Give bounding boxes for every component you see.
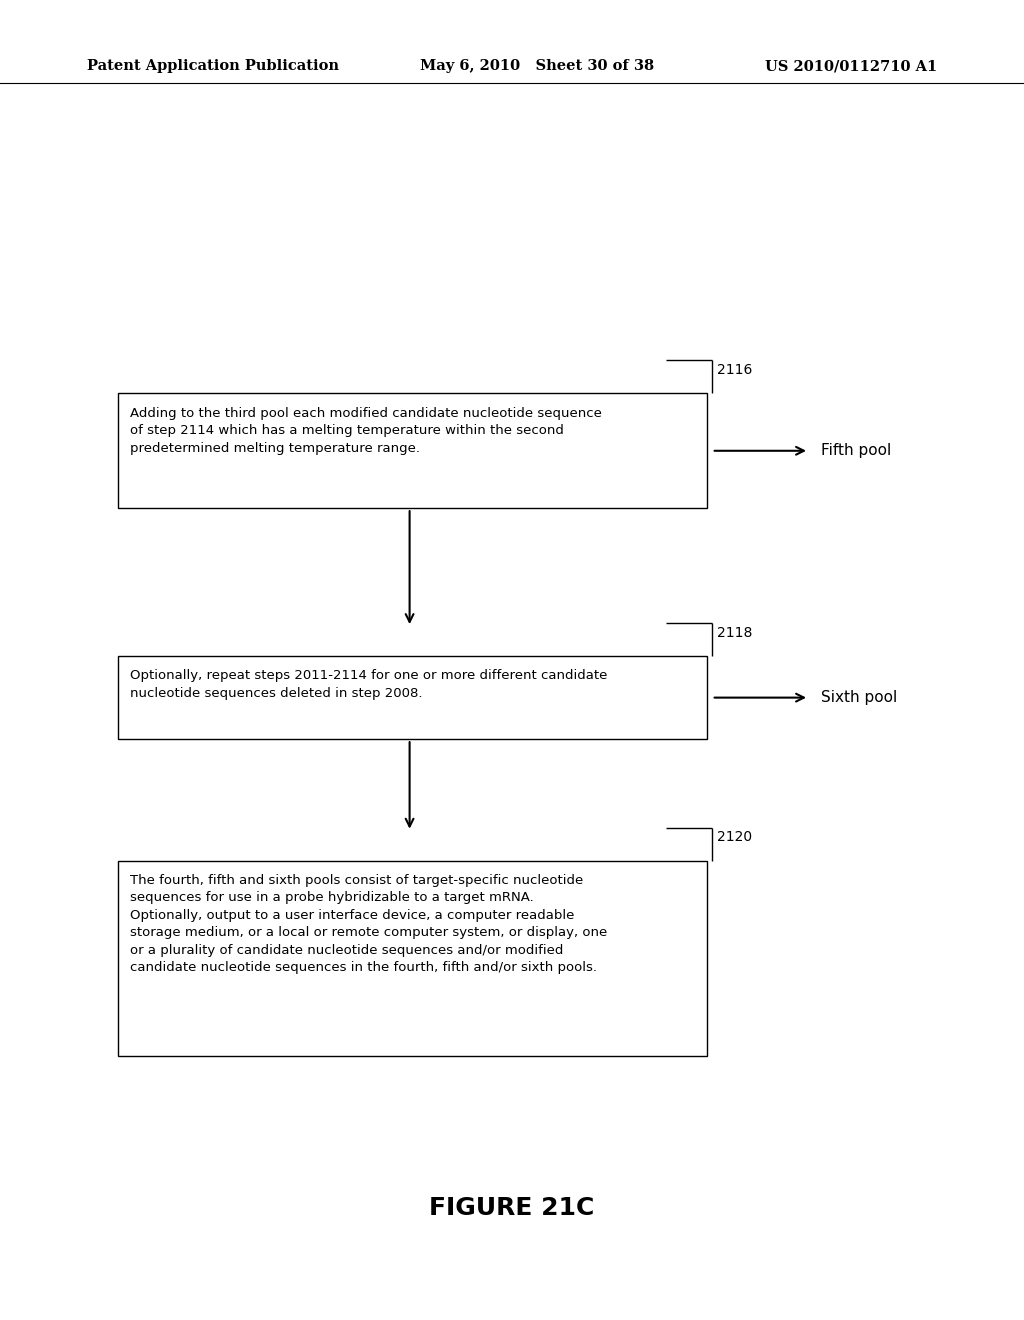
Text: May 6, 2010   Sheet 30 of 38: May 6, 2010 Sheet 30 of 38 — [420, 59, 654, 74]
Text: FIGURE 21C: FIGURE 21C — [429, 1196, 595, 1220]
Text: The fourth, fifth and sixth pools consist of target-specific nucleotide
sequence: The fourth, fifth and sixth pools consis… — [130, 874, 607, 974]
Text: Patent Application Publication: Patent Application Publication — [87, 59, 339, 74]
Text: Optionally, repeat steps 2011-2114 for one or more different candidate
nucleotid: Optionally, repeat steps 2011-2114 for o… — [130, 669, 607, 700]
Text: Adding to the third pool each modified candidate nucleotide sequence
of step 211: Adding to the third pool each modified c… — [130, 407, 602, 454]
Text: Fifth pool: Fifth pool — [821, 444, 892, 458]
Text: 2116: 2116 — [717, 363, 753, 378]
Bar — [118, 393, 707, 508]
Text: 2120: 2120 — [717, 830, 752, 845]
Bar — [118, 861, 707, 1056]
Text: Sixth pool: Sixth pool — [821, 690, 897, 705]
Bar — [118, 656, 707, 739]
Text: 2118: 2118 — [717, 626, 753, 640]
Text: US 2010/0112710 A1: US 2010/0112710 A1 — [765, 59, 937, 74]
